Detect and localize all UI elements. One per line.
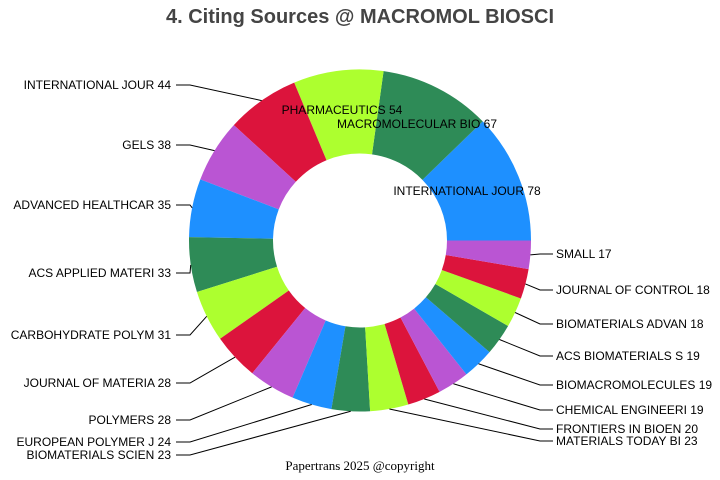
slice-label: FRONTIERS IN BIOEN 20 [556,422,698,436]
leader-line [176,386,272,421]
leader-line [176,264,192,274]
slice-label: GELS 38 [122,138,171,152]
donut-slice [189,237,278,293]
leader-line [499,339,553,357]
copyright-footer: Papertrans 2025 @copyright [285,458,435,473]
slice-label: JOURNAL OF MATERIA 28 [24,376,172,390]
leader-line [389,408,553,442]
leader-line [453,383,553,411]
slice-label: ACS APPLIED MATERI 33 [29,266,172,280]
chart-title: 4. Citing Sources @ MACROMOL BIOSCI [165,6,555,28]
slice-label: JOURNAL OF CONTROL 18 [556,283,710,297]
slice-label: SMALL 17 [556,247,612,261]
donut-slice [384,317,440,405]
slice-label: EUROPEAN POLYMER J 24 [17,435,172,449]
donut-slice [331,326,371,412]
slice-label: POLYMERS 28 [89,413,172,427]
donut-slice [422,121,531,241]
donut-slice [441,255,529,299]
slice-label: INTERNATIONAL JOUR 44 [24,78,172,92]
donut-slice [425,284,509,353]
donut-slice [294,69,384,161]
leader-line [176,204,193,209]
donut-slice [414,297,490,375]
leader-line [176,144,215,152]
leader-line [424,398,553,430]
leader-line [530,253,553,256]
slice-label: MATERIALS TODAY BI 23 [556,434,698,448]
donut-slice [200,125,296,210]
donut-slice [196,266,289,339]
leader-line [525,283,553,291]
slice-label: ADVANCED HEALTHCAR 35 [13,198,171,212]
donut-slice [189,179,279,239]
leader-line [176,410,351,456]
donut-slice [252,308,326,398]
slice-label: CHEMICAL ENGINEERI 19 [556,403,704,417]
leader-line [514,312,553,325]
leader-line [176,315,208,336]
donut-slice [445,240,531,270]
donut-slice [292,320,346,410]
slice-label: BIOMATERIALS SCIEN 23 [27,448,172,462]
slice-label: BIOMATERIALS ADVAN 18 [556,317,704,331]
slice-label: MACROMOLECULAR BIO 67 [337,117,497,131]
slice-label: INTERNATIONAL JOUR 78 [393,184,541,198]
donut-slice [400,308,467,392]
donut-slice [371,71,483,180]
leader-line [478,363,553,386]
leader-line [176,84,262,102]
leader-line [176,356,236,384]
slice-label: CARBOHYDRATE POLYM 31 [11,328,172,342]
donut-slice [233,82,327,182]
donut-slice [220,290,306,374]
donut-slice [365,323,409,412]
leader-line [176,404,312,443]
slice-label: ACS BIOMATERIALS S 19 [556,349,700,363]
slice-label: PHARMACEUTICS 54 [282,103,403,117]
slice-label: BIOMACROMOLECULES 19 [556,378,712,392]
donut-slice [435,269,521,326]
